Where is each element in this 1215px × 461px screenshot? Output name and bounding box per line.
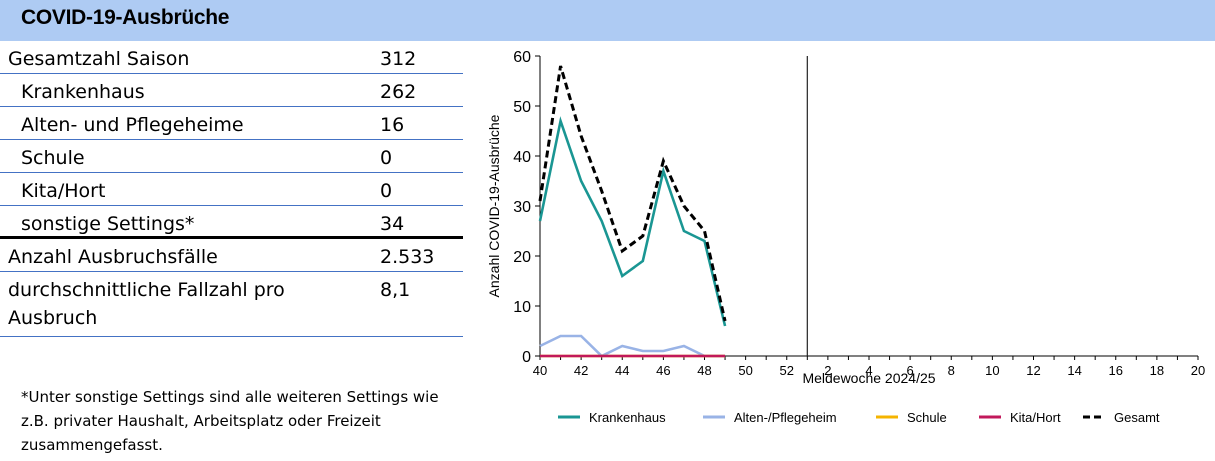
row-value: 34 xyxy=(380,213,405,235)
table-row: Gesamtzahl Saison 312 xyxy=(0,41,463,74)
y-tick-label: 30 xyxy=(513,199,531,216)
series-line-gesamt xyxy=(538,65,727,322)
x-tick-label: 44 xyxy=(615,363,629,378)
page-title: COVID-19-Ausbrüche xyxy=(21,6,230,29)
x-axis-title: Meldewoche 2024/25 xyxy=(802,370,935,386)
row-label: Gesamtzahl Saison xyxy=(8,48,190,70)
x-tick-label: 20 xyxy=(1191,363,1205,378)
footnote: *Unter sonstige Settings sind alle weite… xyxy=(21,388,439,454)
table-row: durchschnittliche Fallzahl pro Ausbruch … xyxy=(0,272,463,337)
table-row: Kita/Hort 0 xyxy=(0,173,463,206)
x-tick-label: 18 xyxy=(1150,363,1164,378)
table-row: Krankenhaus 262 xyxy=(0,74,463,107)
row-label: sonstige Settings* xyxy=(21,213,195,235)
x-tick-label: 8 xyxy=(948,363,955,378)
row-value: 16 xyxy=(380,114,405,136)
row-label: Anzahl Ausbruchsfälle xyxy=(8,246,218,268)
row-value: 8,1 xyxy=(380,279,411,301)
row-value: 312 xyxy=(380,48,417,70)
x-tick-label: 46 xyxy=(656,363,670,378)
row-label: durchschnittliche Fallzahl pro Ausbruch xyxy=(8,279,285,329)
stats-table: Gesamtzahl Saison 312 Krankenhaus 262 Al… xyxy=(0,41,463,337)
x-tick-label: 4 xyxy=(865,363,872,378)
x-tick-label: 50 xyxy=(738,363,752,378)
y-tick-label: 0 xyxy=(522,349,531,366)
row-label: Kita/Hort xyxy=(21,180,106,202)
row-value: 2.533 xyxy=(380,246,435,268)
series-line-krankenhaus xyxy=(538,116,727,327)
x-tick-label: 48 xyxy=(697,363,711,378)
table-row: Anzahl Ausbruchsfälle 2.533 xyxy=(0,239,463,272)
legend-label: Gesamt xyxy=(1114,410,1160,425)
legend-label: Alten-/Pflegeheim xyxy=(734,410,837,425)
row-value: 0 xyxy=(380,147,393,169)
y-tick-label: 60 xyxy=(513,49,531,66)
x-tick-label: 6 xyxy=(907,363,914,378)
x-tick-label: 14 xyxy=(1067,363,1081,378)
row-value: 0 xyxy=(380,180,393,202)
y-tick-label: 10 xyxy=(513,299,531,316)
legend-label: Krankenhaus xyxy=(589,410,666,425)
y-tick-label: 50 xyxy=(513,99,531,116)
y-tick-label: 20 xyxy=(513,249,531,266)
row-label: Schule xyxy=(21,147,85,169)
y-tick-label: 40 xyxy=(513,149,531,166)
y-axis-title: Anzahl COVID-19-Ausbrüche xyxy=(486,114,502,297)
table-row: Alten- und Pflegeheime 16 xyxy=(0,107,463,140)
series-line-alten-pflegeheim xyxy=(539,334,726,358)
header-bar: COVID-19-Ausbrüche xyxy=(0,0,1215,41)
x-tick-label: 40 xyxy=(533,363,547,378)
row-value: 262 xyxy=(380,81,417,103)
x-tick-label: 52 xyxy=(780,363,794,378)
x-tick-label: 12 xyxy=(1026,363,1040,378)
x-tick-label: 10 xyxy=(985,363,999,378)
table-row: Schule 0 xyxy=(0,140,463,173)
x-tick-label: 16 xyxy=(1109,363,1123,378)
x-tick-label: 42 xyxy=(574,363,588,378)
legend-label: Schule xyxy=(907,410,947,425)
legend-label: Kita/Hort xyxy=(1010,410,1061,425)
table-row: sonstige Settings* 34 xyxy=(0,206,463,239)
row-label: Krankenhaus xyxy=(21,81,145,103)
x-tick-label: 2 xyxy=(824,363,831,378)
row-label: Alten- und Pflegeheime xyxy=(21,114,244,136)
